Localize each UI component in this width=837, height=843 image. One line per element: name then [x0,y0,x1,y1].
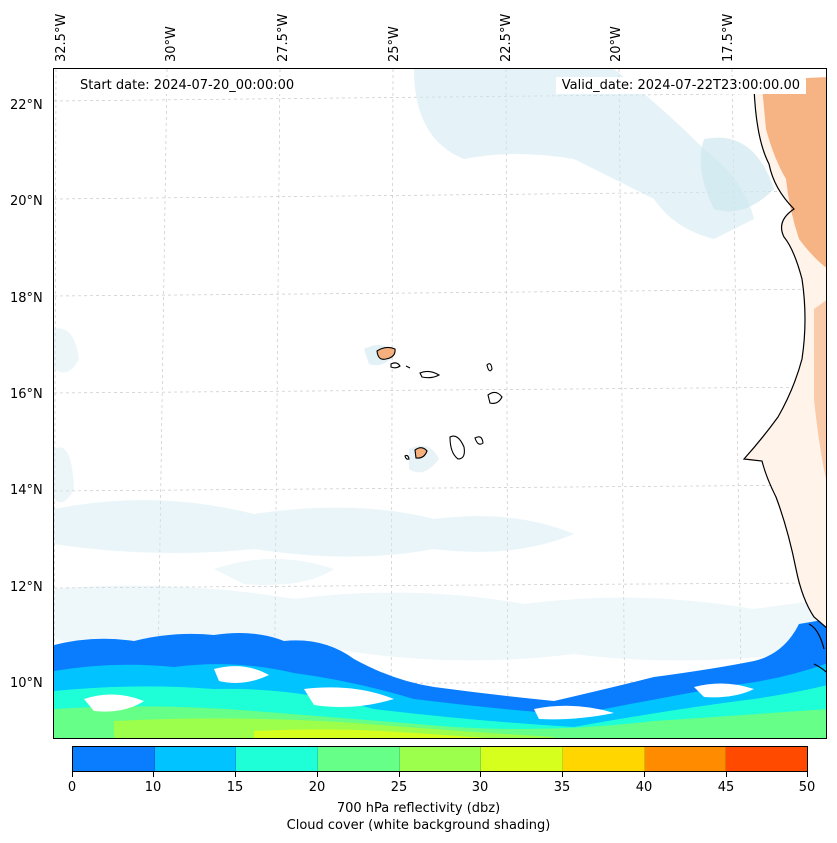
colorbar-segment-35-40 [563,747,645,771]
colorbar-segment-0-10 [73,747,155,771]
colorbar-tick-35: 35 [553,780,571,795]
cape-verde-islands [376,346,503,460]
colorbar-segment-30-35 [481,747,564,771]
colorbar-segment-10-15 [154,747,237,771]
lat-label-10n: 10°N [10,676,43,691]
colorbar-tick-15: 15 [226,780,244,795]
island-boa-vista [487,391,503,404]
lat-label-16n: 16°N [10,387,43,402]
africa-land [742,77,826,673]
island-sao-vicente [390,362,401,369]
colorbar-sublabel: Cloud cover (white background shading) [286,818,551,833]
lon-label-30w: 30°W [164,26,179,62]
lat-label-20n: 20°N [10,194,43,209]
lon-label-17-5w: 17.5°W [721,13,736,62]
lat-label-12n: 12°N [10,580,43,595]
colorbar-tick-50: 50 [798,780,816,795]
colorbar-segment-45-50 [726,747,808,771]
lon-label-32-5w: 32.5°W [54,13,69,62]
colorbar-segment-40-45 [644,747,727,771]
colorbar-segment-20-25 [318,747,400,771]
lon-label-25w: 25°W [387,26,402,62]
colorbar-tick-30: 30 [471,780,489,795]
start-date-label: Start date: 2024-07-20_00:00:00 [74,77,301,94]
island-sal [486,363,493,372]
island-santiago [449,435,465,460]
colorbar-tick-45: 45 [717,780,735,795]
colorbar-tick-25: 25 [390,780,408,795]
colorbar-segment-15-20 [236,747,319,771]
map-frame: Start date: 2024-07-20_00:00:00 Valid_da… [53,68,827,739]
colorbar-tick-40: 40 [635,780,653,795]
lat-label-22n: 22°N [10,98,43,113]
reflectivity-field [54,619,826,738]
colorbar-tick-20: 20 [308,780,326,795]
island-fogo [414,447,428,459]
lon-label-27-5w: 27.5°W [276,13,291,62]
island-maio [474,436,484,445]
lat-label-14n: 14°N [10,483,43,498]
island-sao-nicolau [419,370,441,379]
lat-label-18n: 18°N [10,291,43,306]
colorbar-segment-25-30 [399,747,482,771]
island-brava [404,454,410,460]
colorbar [72,746,808,772]
map-canvas [54,69,826,738]
colorbar-tick-10: 10 [144,780,162,795]
island-santo-antao [376,346,396,360]
lon-label-22-5w: 22.5°W [499,13,514,62]
cloud-cover-shading [54,69,826,661]
island-santa-luzia [405,365,411,369]
valid-date-label: Valid_date: 2024-07-22T23:00:00.00 [555,77,806,94]
lon-label-20w: 20°W [609,26,624,62]
colorbar-tick-0: 0 [67,780,77,795]
colorbar-label: 700 hPa reflectivity (dbz) [336,801,501,816]
